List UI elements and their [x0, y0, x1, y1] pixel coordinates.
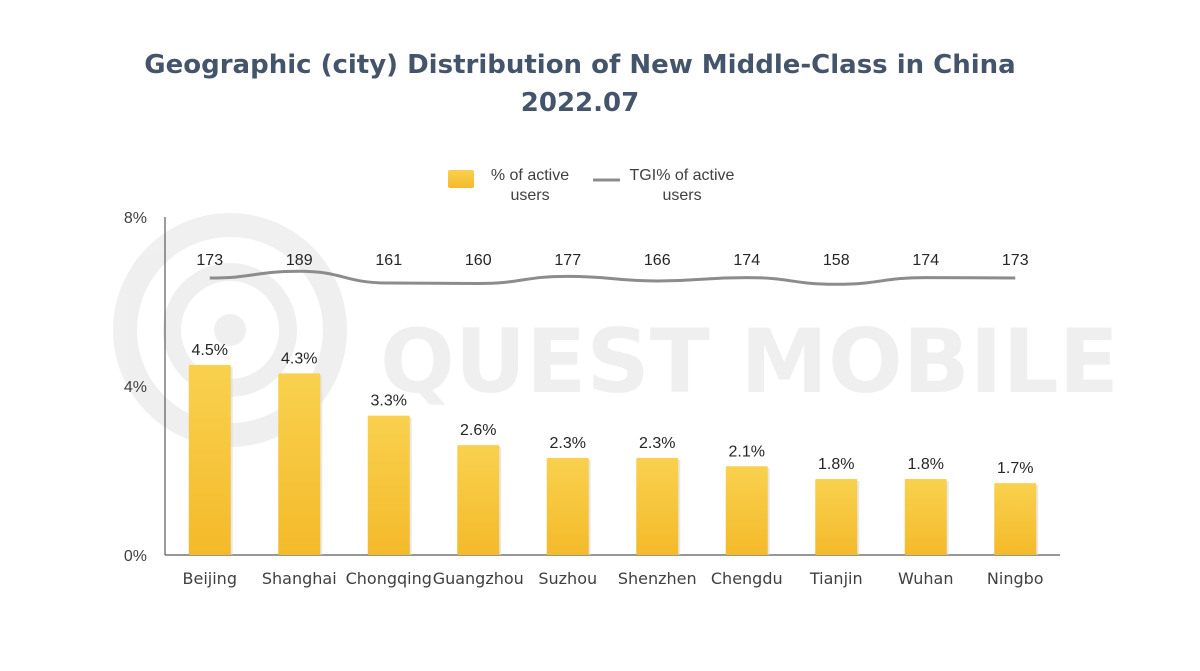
bar: [188, 364, 231, 555]
legend-bar-label: % of active users: [480, 166, 580, 206]
bar-data-label: 1.8%: [908, 456, 944, 473]
legend-bar-label-line1: % of active: [490, 167, 570, 184]
bar-data-label: 4.5%: [192, 342, 228, 359]
bar-data-label: 2.6%: [460, 422, 496, 439]
legend-line-label: TGI% of active users: [622, 166, 742, 206]
line-data-label: 174: [912, 252, 939, 269]
legend-bar-label-line2: users: [510, 187, 550, 204]
bar: [278, 373, 321, 555]
legend-bar-swatch: [448, 170, 474, 188]
bar: [815, 478, 858, 555]
chart-subtitle: 2022.07: [520, 88, 640, 118]
x-tick-label: Shenzhen: [618, 569, 697, 588]
bar-data-label: 1.8%: [818, 456, 854, 473]
tgi-line: [209, 269, 1016, 286]
line-data-label: 177: [554, 252, 581, 269]
x-tick-label: Suzhou: [538, 569, 597, 588]
legend: [448, 170, 620, 188]
bar-data-label: 4.3%: [281, 350, 317, 367]
line-data-label: 174: [733, 252, 760, 269]
x-axis: Beijing Shanghai Chongqing Guangzhou Suzhou S…: [183, 569, 1044, 588]
x-tick-label: Ningbo: [987, 569, 1044, 588]
x-tick-label: Shanghai: [262, 569, 337, 588]
bar-data-label: 3.3%: [371, 393, 407, 410]
y-tick-label: 4%: [124, 379, 147, 396]
line-data-label: 160: [465, 252, 492, 269]
line-data-label: 161: [375, 252, 402, 269]
bar: [994, 483, 1037, 555]
line-data-label: 173: [196, 252, 223, 269]
bar: [457, 445, 500, 555]
line-data-label: 173: [1002, 252, 1029, 269]
legend-line-label-line1: TGI% of active: [629, 167, 735, 184]
line-data-label: 189: [286, 252, 313, 269]
bar-data-label: 2.3%: [639, 435, 675, 452]
bar-data-label: 2.1%: [729, 443, 765, 460]
x-tick-label: Beijing: [183, 569, 237, 588]
x-tick-label: Guangzhou: [433, 569, 524, 588]
y-tick-label: 8%: [124, 210, 147, 227]
x-tick-label: Wuhan: [898, 569, 953, 588]
bar: [367, 415, 410, 555]
legend-line-label-line2: users: [662, 187, 702, 204]
bar: [636, 457, 679, 555]
bar: [904, 478, 947, 555]
watermark-dot: [214, 314, 246, 346]
bar-series: 4.5% 4.3% 3.3% 2.6% 2.3% 2.3% 2.1% 1.8% 1.8% 1.7%: [188, 342, 1039, 555]
line-data-label: 158: [823, 252, 850, 269]
bar: [725, 466, 768, 555]
line-data-label: 166: [644, 252, 671, 269]
x-tick-label: Tianjin: [809, 569, 863, 588]
x-tick-label: Chongqing: [346, 569, 432, 588]
x-tick-label: Chengdu: [711, 569, 783, 588]
y-tick-label: 0%: [124, 548, 147, 565]
watermark-text: QUEST MOBILE: [380, 310, 1119, 413]
line-series: 173 189 161 160 177 166 174 158 174 173: [196, 252, 1029, 286]
bar: [546, 457, 589, 555]
bar-data-label: 1.7%: [997, 460, 1033, 477]
watermark-logo: QUEST MOBILE: [113, 213, 1119, 447]
bar-data-label: 2.3%: [550, 435, 586, 452]
chart-title: Geographic (city) Distribution of New Mi…: [144, 50, 1016, 80]
